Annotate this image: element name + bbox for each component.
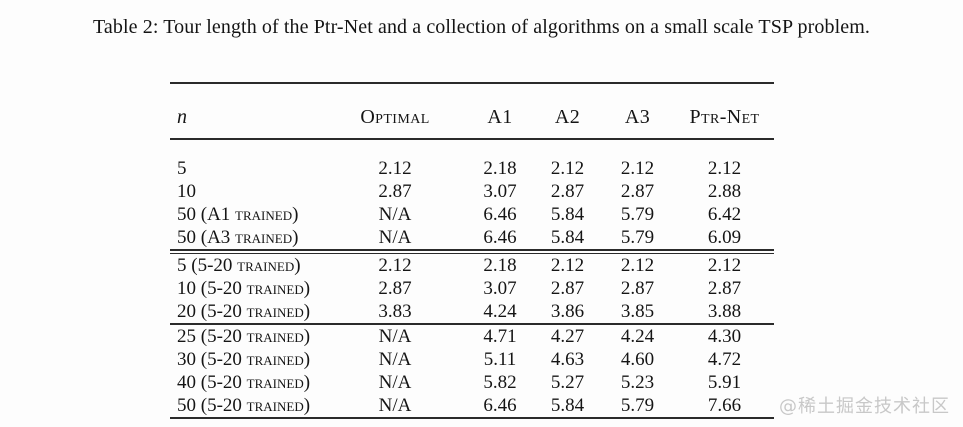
header-spacer — [170, 139, 774, 157]
row-label: 40 (5-20 trained) — [177, 372, 311, 393]
cell-value: 4.27 — [550, 326, 585, 347]
row-label: 5 (5-20 trained) — [177, 255, 301, 276]
cell-value: 3.07 — [483, 181, 517, 202]
table-row: 5 (5-20 trained) 2.12 2.18 2.12 2.12 2.12 — [170, 254, 774, 278]
cell-value: 2.12 — [707, 158, 742, 179]
cell-value: 4.71 — [483, 326, 517, 347]
cell-value: 5.27 — [550, 372, 585, 393]
cell-value: 5.79 — [620, 204, 655, 225]
column-header-n: n — [170, 82, 325, 140]
cell-value: 2.87 — [378, 278, 412, 299]
cell-value: 2.88 — [707, 181, 742, 202]
cell-value: N/A — [378, 372, 412, 393]
table-row: 10 (5-20 trained) 2.87 3.07 2.87 2.87 2.87 — [170, 277, 774, 300]
column-header-optimal: Optimal — [325, 82, 465, 140]
row-label: 30 (5-20 trained) — [177, 349, 311, 370]
table-row: 10 2.87 3.07 2.87 2.87 2.88 — [170, 180, 774, 203]
cell-value: 3.83 — [378, 301, 412, 322]
cell-value: 2.12 — [378, 158, 412, 179]
cell-value: 2.12 — [550, 255, 585, 276]
table-row: 20 (5-20 trained) 3.83 4.24 3.86 3.85 3.88 — [170, 300, 774, 324]
row-label: 10 (5-20 trained) — [177, 278, 311, 299]
cell-value: 5.23 — [620, 372, 655, 393]
cell-value: 2.12 — [707, 255, 742, 276]
row-label: 10 — [177, 181, 196, 202]
cell-value: 4.60 — [620, 349, 655, 370]
table-caption: Table 2: Tour length of the Ptr-Net and … — [93, 16, 870, 38]
table-row: 50 (5-20 trained) N/A 6.46 5.84 5.79 7.66 — [170, 394, 774, 419]
table-row: 30 (5-20 trained) N/A 5.11 4.63 4.60 4.72 — [170, 348, 774, 371]
row-label: 25 (5-20 trained) — [177, 326, 311, 347]
cell-value: 3.07 — [483, 278, 517, 299]
cell-value: 5.84 — [550, 204, 585, 225]
cell-value: 5.11 — [483, 349, 517, 370]
cell-value: 2.87 — [620, 181, 655, 202]
row-label: 50 (A1 trained) — [177, 204, 299, 225]
cell-value: 2.18 — [483, 158, 517, 179]
cell-value: 2.87 — [550, 181, 585, 202]
cell-value: 2.87 — [620, 278, 655, 299]
cell-value: 2.87 — [707, 278, 742, 299]
cell-value: 5.79 — [600, 394, 675, 419]
cell-value: 4.24 — [620, 326, 655, 347]
cell-value: N/A — [325, 394, 465, 419]
column-header-a1: A1 — [465, 82, 535, 140]
double-rule — [170, 249, 774, 254]
table-row: 25 (5-20 trained) N/A 4.71 4.27 4.24 4.30 — [170, 325, 774, 348]
cell-value: 2.12 — [550, 158, 585, 179]
cell-value: N/A — [378, 227, 412, 248]
cell-value: 5.79 — [620, 227, 655, 248]
cell-value: 4.72 — [707, 349, 742, 370]
header-row: n Optimal A1 A2 A3 Ptr-Net — [170, 82, 774, 140]
cell-value: 2.18 — [483, 255, 517, 276]
cell-value: 6.42 — [707, 204, 742, 225]
cell-value: 2.87 — [378, 181, 412, 202]
cell-value: 2.12 — [620, 158, 655, 179]
column-header-a3: A3 — [600, 82, 675, 140]
cell-value: 3.88 — [707, 301, 742, 322]
cell-value: 5.91 — [707, 372, 742, 393]
row-label: 20 (5-20 trained) — [177, 301, 311, 322]
cell-value: 4.30 — [707, 326, 742, 347]
row-label: 50 (5-20 trained) — [170, 394, 325, 419]
cell-value: N/A — [378, 204, 412, 225]
cell-value: 6.09 — [707, 227, 742, 248]
table-row: 40 (5-20 trained) N/A 5.82 5.27 5.23 5.91 — [170, 371, 774, 394]
watermark: @稀土掘金技术社区 — [779, 396, 950, 417]
row-label: 5 — [177, 158, 187, 179]
results-table: n Optimal A1 A2 A3 Ptr-Net 5 2.12 2.18 2.12… — [170, 82, 774, 419]
cell-value: 5.84 — [535, 394, 600, 419]
cell-value: N/A — [378, 326, 412, 347]
row-label: 50 (A3 trained) — [177, 227, 299, 248]
cell-value: 4.63 — [550, 349, 585, 370]
column-header-ptrnet: Ptr-Net — [675, 82, 774, 140]
cell-value: 6.46 — [483, 227, 517, 248]
cell-value: 6.46 — [465, 394, 535, 419]
cell-value: 2.12 — [378, 255, 412, 276]
column-header-a2: A2 — [535, 82, 600, 140]
cell-value: 3.86 — [550, 301, 585, 322]
cell-value: 6.46 — [483, 204, 517, 225]
cell-value: 5.82 — [483, 372, 517, 393]
cell-value: 7.66 — [675, 394, 774, 419]
table-row: 5 2.12 2.18 2.12 2.12 2.12 — [170, 157, 774, 180]
table-row: 50 (A3 trained) N/A 6.46 5.84 5.79 6.09 — [170, 226, 774, 250]
cell-value: 2.12 — [620, 255, 655, 276]
cell-value: 4.24 — [483, 301, 517, 322]
table-row: 50 (A1 trained) N/A 6.46 5.84 5.79 6.42 — [170, 203, 774, 226]
cell-value: 3.85 — [620, 301, 655, 322]
cell-value: N/A — [378, 349, 412, 370]
cell-value: 5.84 — [550, 227, 585, 248]
cell-value: 2.87 — [550, 278, 585, 299]
double-rule — [170, 249, 774, 254]
header-spacer — [170, 139, 774, 157]
